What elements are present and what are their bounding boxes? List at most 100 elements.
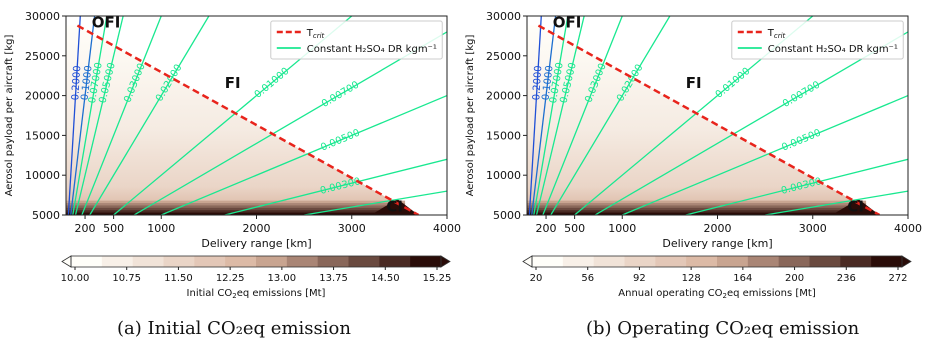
colorbar-segment <box>717 256 749 267</box>
colorbar-segment <box>562 256 595 267</box>
colorbar-tick-label: 14.50 <box>371 273 400 284</box>
region-label: CI <box>386 198 403 216</box>
colorbar-tick-label: 12.25 <box>216 273 245 284</box>
colorbar-segment <box>747 256 780 267</box>
emission-band-strip <box>66 207 406 211</box>
x-tick-label: 1000 <box>147 222 175 235</box>
colorbar-max-arrow <box>440 255 451 268</box>
colorbar-frame <box>531 255 903 268</box>
colorbar-max-arrow <box>901 255 912 268</box>
colorbar-tick-label: 56 <box>581 273 594 284</box>
y-axis-label: Aerosol payload per aircraft [kg] <box>4 35 15 197</box>
emission-band-strip <box>527 200 867 204</box>
contour-line <box>533 16 569 215</box>
contour-line <box>304 190 447 215</box>
colorbar-segment <box>286 256 319 267</box>
y-tick-label: 30000 <box>486 10 521 23</box>
contour-line <box>70 16 96 215</box>
x-tick-label: 500 <box>564 222 585 235</box>
region-label: FI <box>686 74 702 92</box>
y-tick-label: 10000 <box>486 169 521 182</box>
colorbar-segment <box>348 256 380 267</box>
y-tick-label: 20000 <box>25 90 60 103</box>
colorbar-frame <box>70 255 442 268</box>
caption-b: (b) Operating CO₂eq emission <box>586 318 860 339</box>
x-tick-label: 4000 <box>894 222 922 235</box>
contour-line <box>621 95 908 215</box>
colorbar-tick-label: 13.75 <box>319 273 348 284</box>
colorbar-tick-label: 128 <box>682 273 701 284</box>
colorbar-tick-label: 200 <box>785 273 804 284</box>
colorbar-tick-label: 15.25 <box>423 273 452 284</box>
colorbar-tick-label: 11.50 <box>164 273 193 284</box>
colorbar-segment <box>686 256 718 267</box>
ci-corner-region <box>831 199 880 215</box>
region-label: OFI <box>553 14 582 32</box>
colorbar-segment <box>317 256 349 267</box>
colorbar-tick-label: 10.00 <box>61 273 90 284</box>
colorbar-segment <box>410 256 442 267</box>
emission-band-strip <box>527 207 867 211</box>
contour-line <box>528 16 542 215</box>
tcrit-line <box>537 24 881 215</box>
colorbar-segment <box>809 256 841 267</box>
contour-line <box>81 16 162 215</box>
y-tick-label: 30000 <box>25 10 60 23</box>
y-tick-label: 5000 <box>493 209 521 222</box>
colorbar-segment <box>256 256 288 267</box>
colorbar-segment <box>871 256 903 267</box>
legend-box <box>270 20 443 60</box>
feasible-region <box>527 25 880 215</box>
colorbar-segment <box>101 256 134 267</box>
y-tick-label: 10000 <box>25 169 60 182</box>
colorbar-segment <box>379 256 411 267</box>
colorbar-segment <box>624 256 656 267</box>
y-tick-label: 25000 <box>486 50 521 63</box>
colorbar-segment <box>194 256 226 267</box>
emission-band-strip <box>527 205 867 209</box>
colorbar-segment <box>593 256 625 267</box>
legend-box <box>731 20 904 60</box>
colorbar-tick-label: 272 <box>888 273 907 284</box>
high-emission-band <box>527 199 880 215</box>
x-tick-label: 3000 <box>799 222 827 235</box>
x-axis-label: Delivery range [km] <box>662 237 772 250</box>
x-tick-label: 200 <box>536 222 557 235</box>
x-tick-label: 3000 <box>338 222 366 235</box>
y-tick-label: 20000 <box>486 90 521 103</box>
y-tick-label: 15000 <box>486 129 521 142</box>
contour-line <box>67 16 81 215</box>
colorbar-segment <box>132 256 164 267</box>
contour-line <box>133 31 447 215</box>
contour-line <box>765 190 908 215</box>
caption-a: (a) Initial CO₂eq emission <box>117 318 351 339</box>
contour-line <box>535 16 585 215</box>
contour-label: 0.2000 <box>531 65 544 101</box>
colorbar-segment <box>840 256 872 267</box>
emission-band-strip <box>527 212 867 215</box>
emission-band-strip <box>66 205 406 209</box>
colorbar-tick-label: 13.00 <box>268 273 297 284</box>
colorbar-segment <box>778 256 810 267</box>
y-tick-label: 25000 <box>25 50 60 63</box>
feasible-region <box>66 25 419 215</box>
y-tick-label: 5000 <box>32 209 60 222</box>
x-tick-label: 2000 <box>243 222 271 235</box>
contour-line <box>72 16 108 215</box>
colorbar-tick-label: 164 <box>733 273 752 284</box>
colorbar: 20 56 92 128 164 200 236 272 Annual operating CO… <box>522 255 912 300</box>
colorbar-segment <box>532 256 564 267</box>
x-tick-label: 2000 <box>704 222 732 235</box>
contour-label: 0.2000 <box>70 65 83 101</box>
contour-line <box>550 16 671 215</box>
emission-band-strip <box>527 203 867 206</box>
region-label: CI <box>847 198 864 216</box>
legend-label: Constant H₂SO₄ DR kgm⁻¹ <box>768 44 898 55</box>
contour-line <box>531 16 557 215</box>
high-emission-band <box>66 199 419 215</box>
